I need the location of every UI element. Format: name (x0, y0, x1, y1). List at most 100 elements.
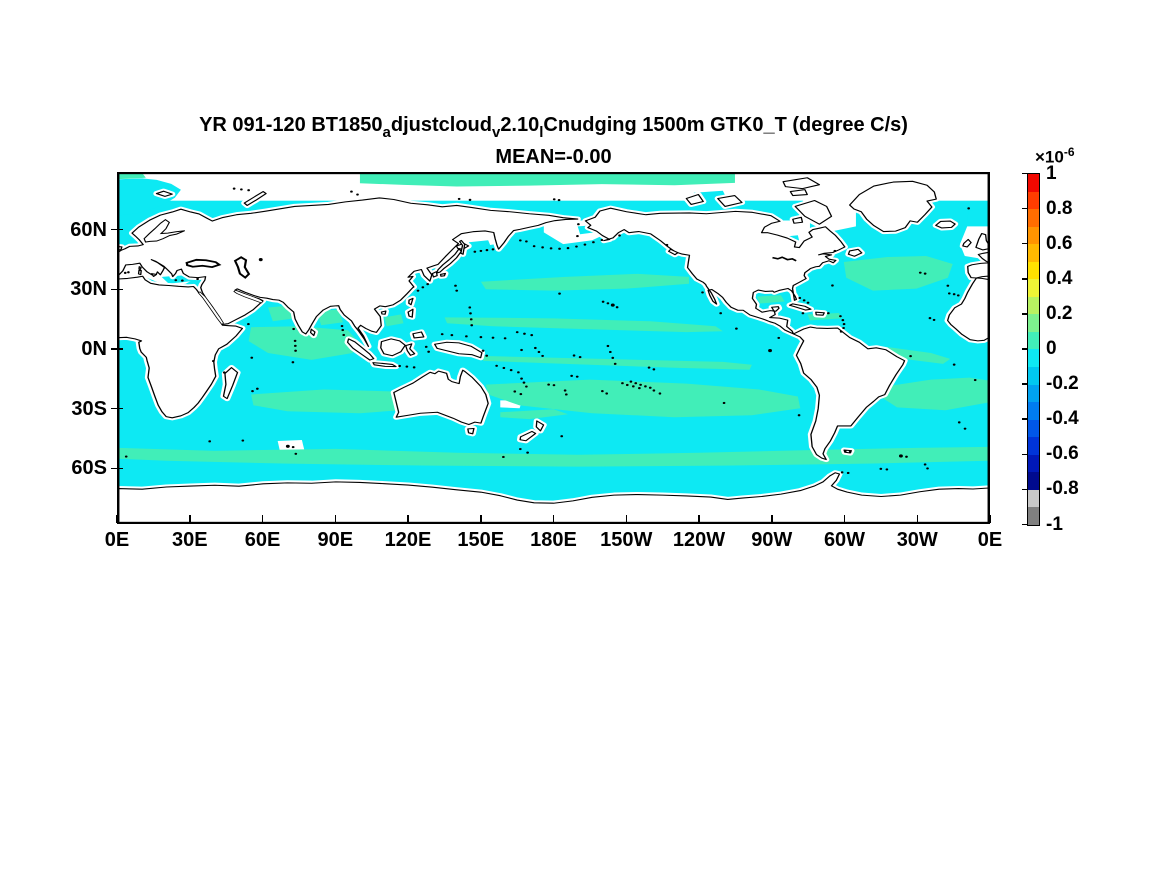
figure-title: YR 091-120 BT1850adjustcloudv2.10lCnudgi… (117, 114, 990, 141)
island-dot (615, 306, 619, 309)
island-dot (416, 289, 420, 292)
island-dot (806, 301, 810, 304)
island-dot (440, 333, 444, 336)
island-dot (412, 366, 416, 369)
island-dot (123, 271, 127, 274)
colorbar-tick-label: 1 (1046, 162, 1057, 184)
title-text: Cnudging 1500m GTK0_T (degree C/s) (543, 114, 908, 136)
x-tick-label: 30E (171, 529, 208, 551)
island-dot (247, 189, 250, 192)
y-tick-label: 0N (81, 337, 107, 360)
island-dot (638, 387, 641, 390)
island-dot (525, 385, 528, 388)
island-dot (502, 366, 506, 370)
island-dot (798, 296, 802, 300)
island-dot (557, 199, 561, 202)
figure-subtitle: MEAN=-0.00 (495, 146, 612, 168)
island-dot (294, 452, 298, 455)
world-map (118, 173, 989, 523)
colorbar-segment (1028, 174, 1039, 192)
island-dot (918, 271, 922, 274)
island-dot (578, 356, 582, 359)
island-dot (632, 385, 635, 388)
title-text: YR 091-120 BT1850 (199, 114, 383, 136)
title-subscript: v (491, 124, 501, 141)
colorbar-tick-mark (1022, 488, 1027, 491)
island-dot (515, 331, 519, 334)
island-dot (495, 364, 498, 367)
island-dot (905, 455, 908, 458)
colorbar-tick-mark (1022, 418, 1027, 420)
colorbar-tick-label: -1 (1046, 513, 1063, 535)
island-dot (735, 327, 738, 330)
x-tick-label: 0E (104, 529, 130, 551)
island-dot (291, 361, 295, 364)
colorbar-segment (1028, 331, 1039, 350)
island-dot (405, 365, 409, 368)
island-dot (558, 292, 561, 295)
x-tick-label: 180E (530, 529, 577, 551)
island-dot (610, 303, 615, 307)
island-dot (606, 344, 610, 348)
island-dot (468, 198, 472, 201)
island-dot (885, 468, 889, 471)
x-tick-mark (407, 515, 409, 523)
x-tick-label: 30W (896, 529, 938, 551)
island-dot (541, 246, 544, 249)
island-dot (291, 445, 295, 449)
island-dot (222, 371, 226, 374)
island-dot (802, 299, 806, 302)
island-dot (572, 354, 576, 357)
x-tick-mark (771, 515, 773, 523)
colorbar-tick-mark (1022, 523, 1027, 526)
island-dot (973, 378, 977, 382)
island-dot (606, 302, 610, 305)
island-dot (251, 390, 254, 393)
island-dot (560, 435, 564, 438)
island-dot (592, 241, 595, 244)
island-dot (833, 249, 837, 252)
colorbar-multiplier: ×10 (1035, 147, 1064, 167)
island-dot (522, 381, 526, 384)
island-dot (564, 393, 568, 396)
island-dot (473, 250, 477, 253)
island-dot (777, 336, 781, 340)
island-dot (647, 366, 651, 369)
title-subscript: l (539, 124, 544, 141)
y-tick-label: 60S (71, 457, 107, 480)
colorbar-segment (1028, 472, 1039, 490)
island-dot (600, 238, 604, 242)
island-dot (576, 234, 579, 238)
island-dot (928, 317, 932, 320)
island-dot (247, 322, 250, 326)
colorbar-tick-label: 0.6 (1046, 232, 1073, 254)
island-dot (481, 349, 485, 352)
island-dot (621, 382, 624, 385)
colorbar-segment (1028, 191, 1039, 210)
island-dot (719, 312, 723, 315)
island-dot (768, 348, 772, 353)
colorbar-tick-label: -0.8 (1046, 478, 1079, 500)
island-dot (563, 389, 567, 392)
title-text: 2.10 (500, 114, 540, 136)
island-dot (503, 337, 507, 340)
island-dot (211, 359, 215, 363)
island-dot (652, 368, 656, 371)
island-dot (827, 312, 830, 315)
inland-seas (143, 219, 251, 279)
island-dot (509, 369, 513, 372)
colorbar-tick-mark (1022, 172, 1027, 175)
island-dot (470, 324, 474, 327)
x-tick-label: 60E (244, 529, 281, 551)
island-dot (421, 286, 425, 289)
island-dot (947, 292, 951, 295)
island-dot (454, 284, 457, 287)
island-dot (648, 386, 652, 389)
island-dot (124, 455, 128, 458)
island-dot (256, 387, 259, 390)
island-dot (839, 330, 843, 333)
island-dot (468, 306, 472, 309)
island-dot (350, 190, 353, 193)
island-dot (424, 345, 428, 348)
island-dot (258, 258, 263, 262)
